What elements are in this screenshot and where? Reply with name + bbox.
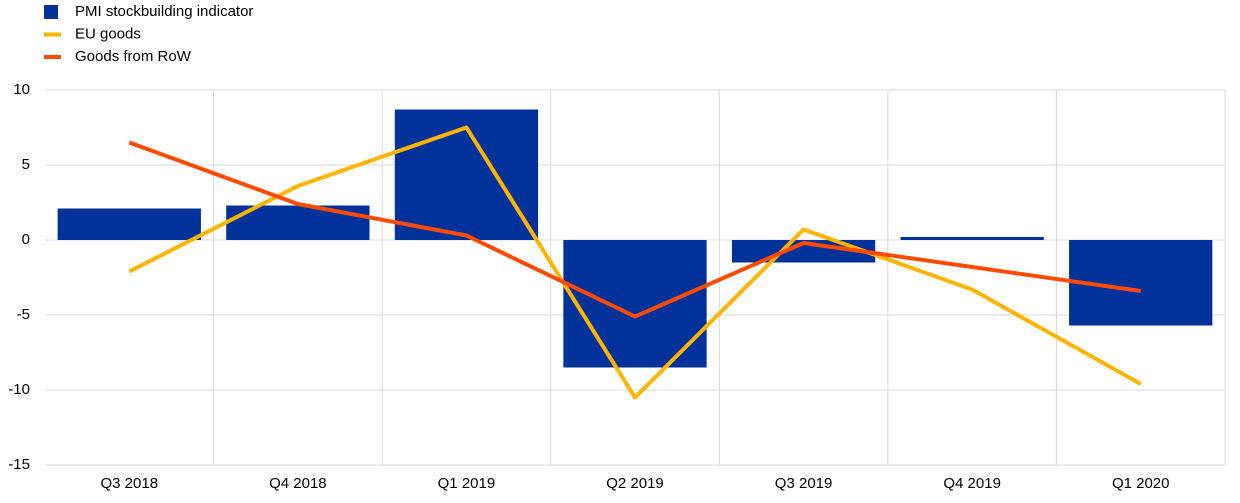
legend-label: EU goods bbox=[75, 25, 141, 42]
legend-label: Goods from RoW bbox=[75, 48, 192, 65]
line bbox=[128, 125, 1142, 400]
y-tick-label: -10 bbox=[8, 381, 30, 398]
line bbox=[128, 140, 1141, 319]
x-tick-label: Q1 2019 bbox=[438, 475, 496, 492]
y-tick-label: 10 bbox=[13, 81, 30, 98]
y-tick-label: -15 bbox=[8, 456, 30, 473]
legend-label: PMI stockbuilding indicator bbox=[75, 3, 253, 20]
bar bbox=[563, 240, 707, 368]
x-tick-label: Q1 2020 bbox=[1112, 475, 1170, 492]
x-tick-label: Q4 2019 bbox=[943, 475, 1001, 492]
y-tick-label: 5 bbox=[22, 156, 30, 173]
x-tick-label: Q2 2019 bbox=[606, 475, 664, 492]
lines bbox=[128, 125, 1142, 400]
x-tick-label: Q3 2019 bbox=[775, 475, 833, 492]
legend-swatch bbox=[44, 5, 58, 19]
y-tick-label: -5 bbox=[17, 306, 30, 323]
bar bbox=[57, 208, 201, 240]
y-tick-label: 0 bbox=[22, 231, 30, 248]
bar bbox=[900, 237, 1044, 240]
x-tick-label: Q3 2018 bbox=[101, 475, 159, 492]
x-tick-label: Q4 2018 bbox=[269, 475, 327, 492]
